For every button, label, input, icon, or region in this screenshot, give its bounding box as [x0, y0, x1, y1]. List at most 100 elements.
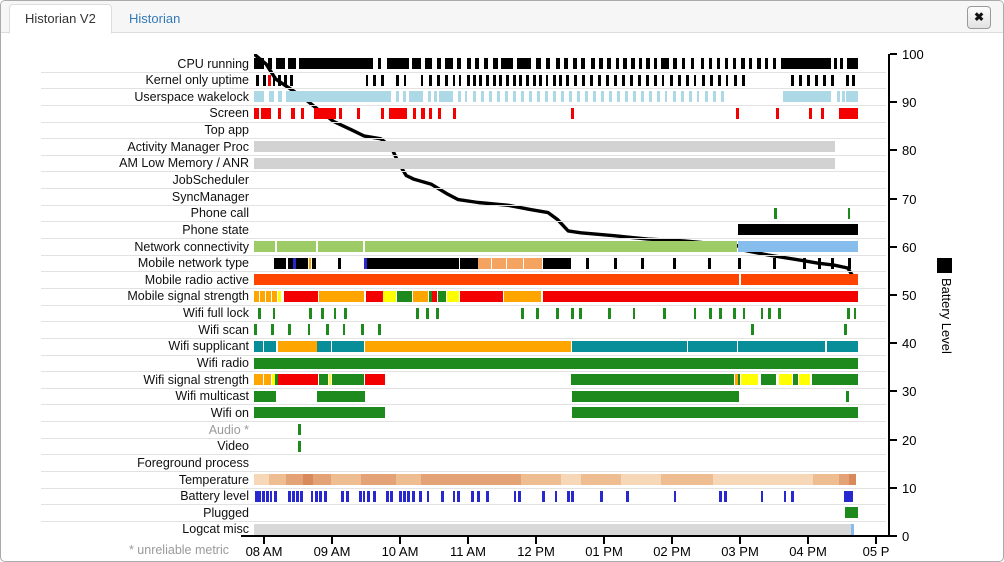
timeline-segment: [269, 474, 286, 485]
tab-historian[interactable]: Historian: [129, 11, 181, 26]
timeline-tick: [742, 74, 745, 86]
timeline-segment: [438, 91, 453, 103]
timeline-tick: [577, 91, 580, 103]
timeline-tick: [790, 490, 794, 502]
timeline-tick: [844, 324, 847, 336]
row-label-wifi-on: Wifi on: [210, 405, 249, 420]
timeline-segment: [764, 58, 768, 69]
timeline-segment: [331, 374, 364, 386]
timeline-segment: [302, 474, 314, 485]
tab-historian-v2[interactable]: Historian V2: [9, 4, 112, 34]
timeline-segment: [688, 340, 738, 352]
timeline-segment: [778, 374, 793, 386]
row-label-audio: Audio *: [208, 422, 249, 437]
timeline-segment: [493, 58, 498, 69]
timeline-tick: [493, 74, 496, 86]
timeline-segment: [630, 58, 636, 69]
row-separator: [41, 188, 886, 189]
timeline-tick: [592, 91, 596, 103]
battery-level-axis-title: Battery Level: [939, 278, 954, 354]
timeline-segment: [437, 58, 442, 69]
timeline-segment: [717, 58, 721, 69]
timeline-tick: [292, 490, 295, 502]
timeline-segment: [420, 474, 521, 485]
timeline-segment: [757, 58, 762, 69]
timeline-segment: [365, 374, 386, 386]
timeline-segment: [501, 58, 514, 69]
timeline-tick: [456, 490, 460, 502]
timeline-tick: [269, 490, 273, 502]
timeline-tick: [632, 307, 636, 319]
timeline-tick: [661, 74, 665, 86]
timeline-segment: [740, 274, 858, 286]
timeline-tick: [343, 307, 347, 319]
timeline-tick: [584, 91, 588, 103]
timeline-tick: [321, 307, 324, 319]
timeline-segment: [267, 58, 273, 69]
timeline-tick: [342, 324, 346, 336]
row-separator: [41, 438, 886, 439]
timeline-segment: [661, 58, 669, 69]
timeline-segment: [254, 274, 739, 286]
timeline-tick: [581, 74, 585, 86]
timeline-segment: [818, 257, 822, 269]
timeline-tick: [403, 91, 406, 103]
timeline-tick: [702, 74, 705, 86]
timeline-tick: [452, 74, 456, 86]
row-label-wifi-radio: Wifi radio: [196, 356, 249, 371]
timeline-segment: [337, 257, 341, 269]
timeline-segment: [438, 290, 447, 302]
timeline-segment: [301, 107, 305, 119]
row-band-wifi-radio: [254, 355, 858, 372]
timeline-segment: [429, 107, 433, 119]
timeline-tick: [578, 307, 582, 319]
timeline-segment: [737, 374, 741, 386]
timeline-tick: [853, 307, 857, 319]
timeline-segment: [821, 107, 825, 119]
close-icon[interactable]: ✖: [967, 6, 991, 29]
timeline-segment: [542, 257, 572, 269]
timeline-tick: [626, 490, 629, 502]
timeline-tick: [656, 91, 660, 103]
y-axis-tick-label: 20: [902, 432, 917, 448]
timeline-segment: [447, 290, 459, 302]
timeline-tick: [850, 490, 853, 502]
timeline-segment: [383, 290, 396, 302]
row-band-userspace-wakelock: [254, 88, 858, 105]
timeline-tick: [638, 74, 641, 86]
timeline-segment: [429, 290, 432, 302]
timeline-segment: [740, 374, 758, 386]
timeline-tick: [284, 74, 287, 86]
timeline-tick: [552, 91, 556, 103]
timeline-tick: [467, 74, 470, 86]
timeline-segment: [571, 107, 575, 119]
timeline-tick: [273, 490, 277, 502]
timeline-segment: [444, 58, 453, 69]
timeline-tick: [678, 74, 681, 86]
y-axis-tick: [890, 101, 897, 104]
timeline-tick: [272, 74, 276, 86]
timeline-segment: [409, 91, 424, 103]
timeline-tick: [395, 91, 399, 103]
timeline-segment: [845, 91, 858, 103]
timeline-tick: [545, 91, 548, 103]
timeline-segment: [299, 58, 373, 69]
timeline-segment: [839, 58, 843, 69]
timeline-tick: [774, 207, 777, 219]
timeline-tick: [528, 91, 532, 103]
row-separator: [41, 255, 886, 256]
y-axis-line: [888, 54, 890, 537]
timeline-segment: [504, 290, 541, 302]
x-axis-tick-label: 05 P: [862, 544, 890, 559]
y-axis-tick: [890, 294, 897, 296]
x-axis-tick-label: 11 AM: [450, 544, 486, 559]
timeline-tick: [725, 74, 729, 86]
y-axis-tick: [890, 197, 897, 200]
timeline-tick: [673, 91, 676, 103]
row-separator: [41, 488, 886, 489]
timeline-segment: [254, 241, 276, 253]
timeline-tick: [505, 91, 508, 103]
timeline-tick: [433, 91, 437, 103]
timeline-tick: [589, 74, 593, 86]
timeline-segment: [438, 107, 442, 119]
